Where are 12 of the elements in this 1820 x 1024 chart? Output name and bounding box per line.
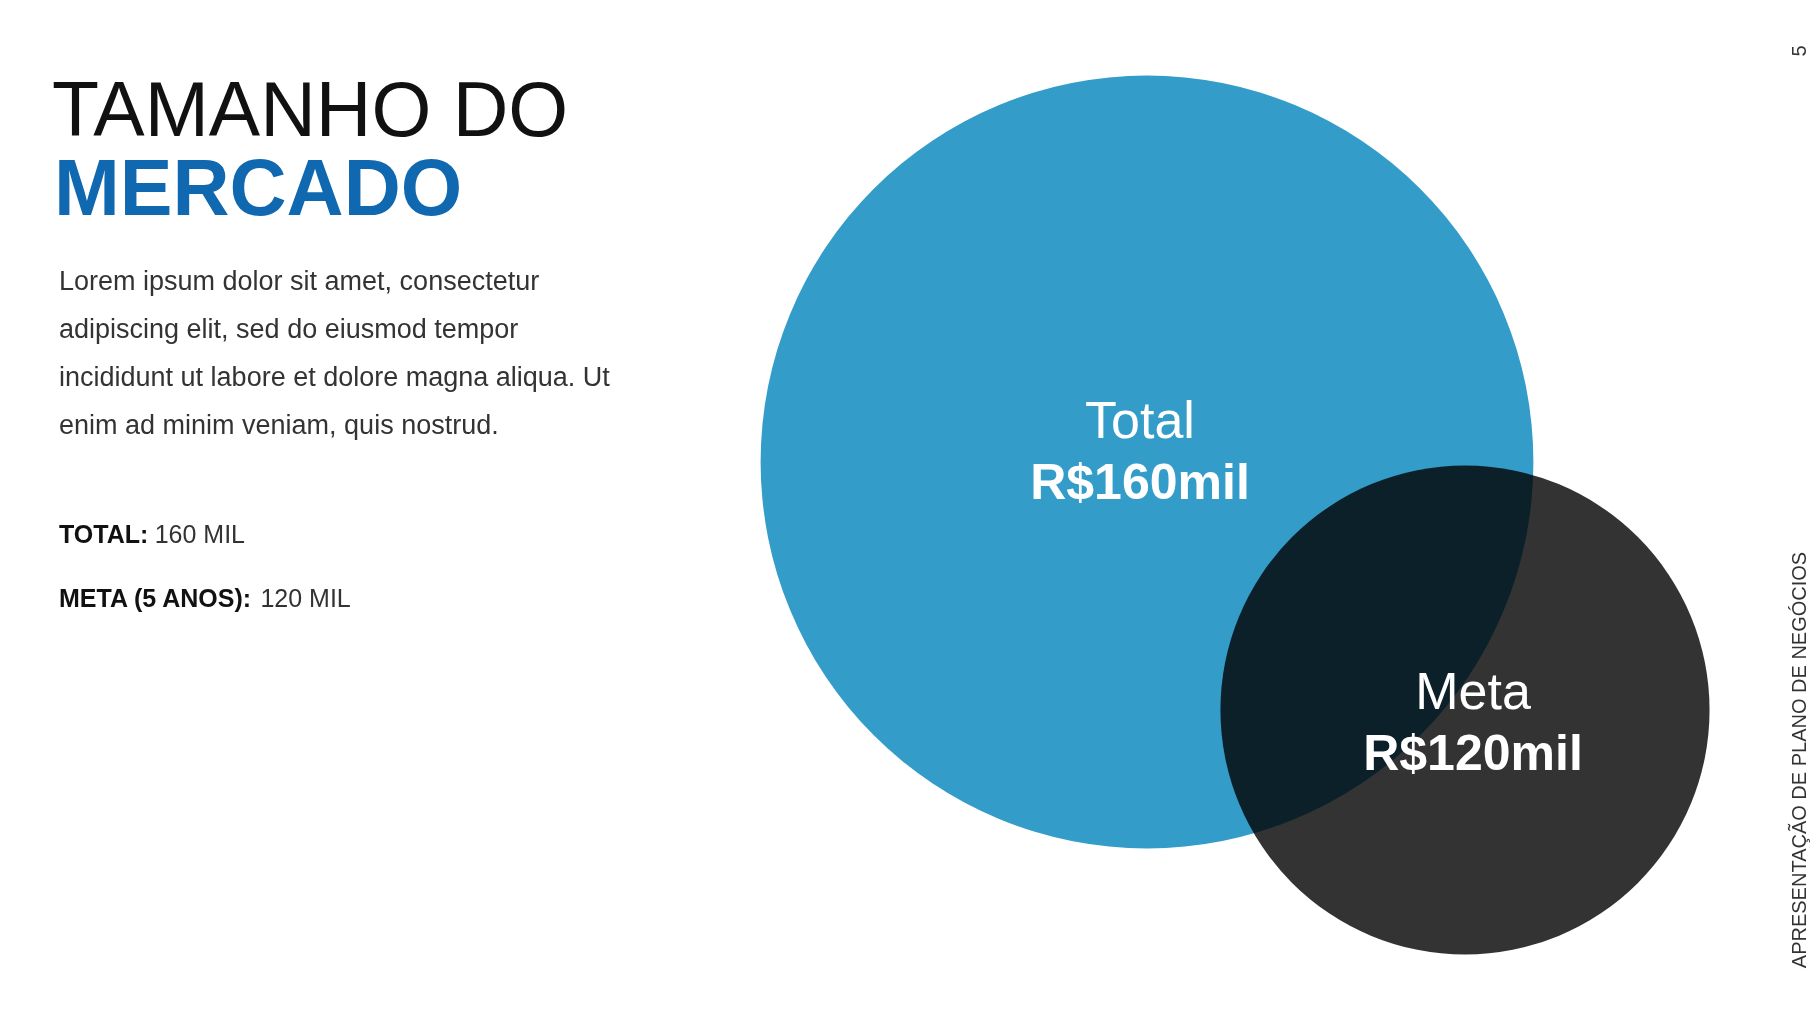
text: TOTAL: 160 MIL bbox=[59, 520, 246, 548]
category-label: Total bbox=[1085, 391, 1195, 449]
category-label: Meta bbox=[1415, 662, 1531, 720]
text: enim ad minim veniam, quis nostrud. bbox=[59, 410, 499, 440]
text: incididunt ut labore et dolore magna aliqua. Ut bbox=[59, 362, 611, 392]
data-label: R$120mil bbox=[1363, 725, 1583, 781]
text: adipiscing elit, sed do eiusmod tempor bbox=[59, 314, 519, 344]
text: Lorem ipsum dolor sit amet, consectetur bbox=[59, 266, 540, 296]
text: META (5 ANOS): 120 MIL bbox=[59, 584, 351, 612]
text: APRESENTAÇÃO DE PLANO DE NEGÓCIOS bbox=[1787, 551, 1810, 969]
data-label: R$160mil bbox=[1030, 454, 1250, 510]
text: 5 bbox=[1788, 45, 1810, 57]
